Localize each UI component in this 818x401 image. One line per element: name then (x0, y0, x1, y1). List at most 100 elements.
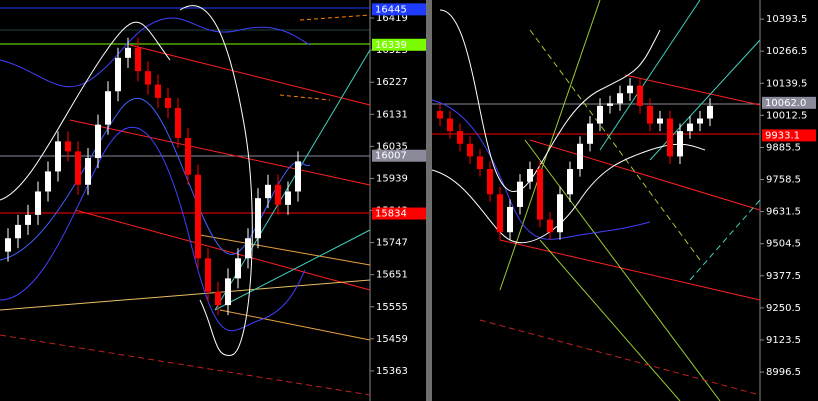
candle-body (35, 191, 41, 215)
candle-body (577, 143, 583, 170)
price-label: 9933.1 (765, 130, 800, 141)
candle-body (467, 143, 473, 157)
y-tick-label: 15939 (376, 173, 408, 184)
y-tick-label: 9250.5 (766, 303, 801, 314)
candle-body (707, 105, 713, 119)
candle-body (637, 85, 643, 106)
candle-body (295, 161, 301, 192)
candle-body (95, 124, 101, 159)
candle-body (527, 169, 533, 182)
y-tick-label: 16227 (376, 77, 408, 88)
separator (426, 0, 432, 401)
fan-line (689, 199, 761, 281)
y-tick-label: 10139.5 (766, 78, 807, 89)
candle-body (667, 118, 673, 157)
fan-line (499, 0, 601, 291)
candle-body (175, 107, 181, 139)
candle-body (125, 47, 131, 58)
candle-body (245, 238, 251, 259)
candle-body (205, 258, 211, 292)
channel-line (499, 239, 761, 301)
price-label: 16445 (375, 4, 407, 15)
envelope-line (0, 21, 171, 201)
candle-body (567, 169, 573, 195)
fan-line (599, 0, 701, 151)
candle-body (155, 84, 161, 98)
left-overlays (0, 5, 371, 396)
candle-body (215, 291, 221, 306)
price-label: 16007 (375, 151, 407, 162)
price-label: 10062.0 (765, 98, 806, 109)
candle-body (165, 97, 171, 108)
candle-body (135, 47, 141, 72)
trend-line (0, 279, 371, 311)
price-label-box (762, 129, 816, 142)
panel-frame (369, 0, 761, 401)
y-tick-label: 15651 (376, 270, 408, 281)
channel-line (529, 139, 761, 211)
bollinger-band (0, 17, 311, 88)
right-overlays (431, 0, 761, 401)
fan-line (649, 39, 761, 161)
candle-body (687, 123, 693, 132)
fan-line (529, 29, 701, 261)
envelope-line (431, 143, 706, 244)
candle-body (115, 57, 121, 92)
candle-body (517, 181, 523, 207)
y-tick-label: 16035 (376, 141, 408, 152)
candle-body (557, 194, 563, 233)
candle-body (647, 105, 653, 124)
moving-average (431, 99, 651, 240)
price-label-box (372, 207, 426, 220)
dashed-line (0, 334, 371, 396)
y-tick-label: 9504.5 (766, 239, 801, 250)
envelope-line (179, 5, 253, 356)
y-tick-label: 15555 (376, 302, 408, 313)
y-tick-label: 15459 (376, 334, 408, 345)
channel-line (69, 119, 371, 186)
candle-body (225, 278, 231, 306)
candle-body (497, 194, 503, 233)
candle-body (437, 110, 443, 119)
price-label: 15834 (375, 209, 407, 220)
fan-line (539, 239, 681, 401)
trend-line (219, 309, 371, 341)
candle-body (145, 71, 151, 85)
envelope-line (439, 9, 661, 193)
candle-body (617, 93, 623, 104)
fan-line (214, 229, 371, 311)
candle-body (677, 131, 683, 157)
y-tick-label: 9123.5 (766, 335, 801, 346)
y-tick-label: 16131 (376, 109, 408, 120)
candle-body (607, 103, 613, 106)
candle-body (537, 169, 543, 220)
y-tick-label: 9758.5 (766, 175, 801, 186)
y-tick-label: 9885.5 (766, 142, 801, 153)
channel-line (129, 44, 371, 106)
candle-body (5, 238, 11, 252)
y-tick-label: 8996.5 (766, 367, 801, 378)
dashed-line (279, 94, 331, 101)
candle-body (195, 174, 201, 259)
marks: 1641916323162271613116035159391584315747… (5, 3, 816, 378)
candle-body (25, 214, 31, 225)
y-tick-label: 10393.5 (766, 14, 807, 25)
trend-line (199, 234, 371, 266)
candle-body (85, 158, 91, 185)
y-tick-label: 9377.5 (766, 271, 801, 282)
dashed-line (479, 319, 761, 396)
y-tick-label: 10012.5 (766, 110, 807, 121)
candle-body (447, 118, 453, 132)
candle-body (657, 118, 663, 124)
candle-body (185, 138, 191, 175)
bollinger-band (0, 126, 306, 332)
candle-body (65, 141, 71, 152)
y-tick-label: 16419 (376, 13, 408, 24)
price-label-box (372, 38, 426, 51)
y-tick-label: 10266.5 (766, 46, 807, 57)
price-label: 16339 (375, 40, 407, 51)
candle-body (75, 151, 81, 185)
candle-body (627, 85, 633, 94)
